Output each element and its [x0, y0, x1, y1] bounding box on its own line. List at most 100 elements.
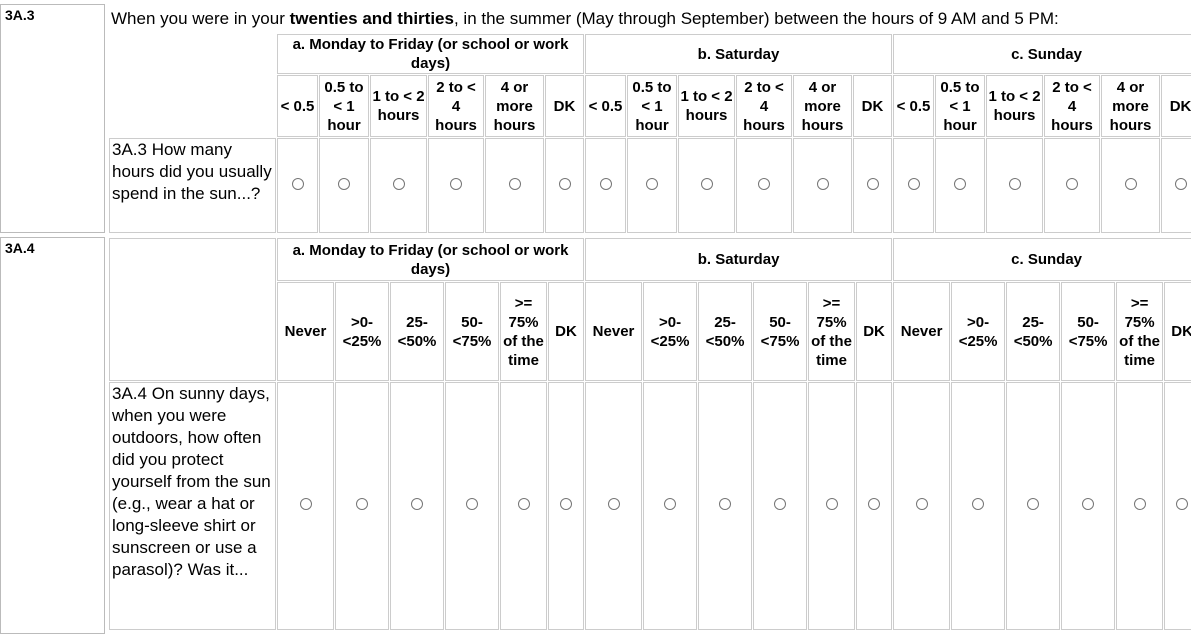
- option-header: 1 to < 2 hours: [986, 75, 1043, 137]
- radio-cell: [390, 382, 444, 630]
- radio-cell: [370, 138, 427, 233]
- option-header-row: < 0.5 0.5 to < 1 hour 1 to < 2 hours 2 to <…: [109, 75, 1191, 137]
- option-header: DK: [1164, 282, 1191, 381]
- radio-option[interactable]: [816, 177, 829, 190]
- intro-text: When you were in your twenties and thirt…: [109, 5, 1191, 33]
- radio-cell: [445, 382, 499, 630]
- radio-option[interactable]: [1174, 177, 1187, 190]
- radio-option[interactable]: [954, 177, 966, 190]
- question-block: 3A.4 a. Monday to Friday (or school or wo…: [0, 237, 1191, 634]
- radio-cell: [627, 138, 677, 233]
- radio-option[interactable]: [1066, 177, 1078, 190]
- question-row: 3A.4 On sunny days, when you were outdoo…: [109, 382, 1191, 630]
- question-id: 3A.3: [0, 4, 105, 233]
- option-header: 4 or more hours: [1101, 75, 1160, 137]
- radio-option[interactable]: [599, 177, 612, 190]
- radio-cell: [1006, 382, 1061, 630]
- radio-option[interactable]: [1027, 498, 1040, 510]
- question-block: 3A.3 When you were in your twenties and t…: [0, 4, 1191, 233]
- radio-option[interactable]: [466, 498, 478, 510]
- radio-cell: [545, 138, 584, 233]
- radio-option[interactable]: [825, 498, 838, 510]
- radio-cell: [856, 382, 893, 630]
- radio-option[interactable]: [646, 177, 658, 190]
- radio-option[interactable]: [907, 177, 920, 190]
- radio-option[interactable]: [450, 177, 462, 190]
- radio-cell: [428, 138, 484, 233]
- option-header: Never: [277, 282, 334, 381]
- radio-option[interactable]: [719, 498, 732, 510]
- radio-option[interactable]: [758, 177, 770, 190]
- intro-row: When you were in your twenties and thirt…: [109, 5, 1191, 33]
- radio-option[interactable]: [1133, 498, 1146, 510]
- radio-option[interactable]: [1008, 177, 1021, 190]
- option-header: 25-<50%: [698, 282, 753, 381]
- radio-cell: [1161, 138, 1191, 233]
- question-text: 3A.4 On sunny days, when you were outdoo…: [109, 382, 276, 630]
- option-header: 0.5 to < 1 hour: [319, 75, 369, 137]
- radio-option[interactable]: [1176, 498, 1189, 510]
- radio-option[interactable]: [338, 177, 350, 190]
- option-header: 1 to < 2 hours: [370, 75, 427, 137]
- option-header: 50-<75%: [1061, 282, 1116, 381]
- radio-cell: [585, 138, 626, 233]
- radio-cell: [335, 382, 389, 630]
- radio-option[interactable]: [291, 177, 304, 190]
- radio-option[interactable]: [560, 498, 573, 510]
- option-header: >= 75% of the time: [500, 282, 547, 381]
- option-header: 25-<50%: [1006, 282, 1061, 381]
- option-header: Never: [585, 282, 643, 381]
- radio-option[interactable]: [356, 498, 368, 510]
- group-header: a. Monday to Friday (or school or work d…: [277, 34, 584, 74]
- option-header: >0-<25%: [951, 282, 1006, 381]
- radio-option[interactable]: [1082, 498, 1095, 510]
- radio-cell: [277, 382, 334, 630]
- option-header: 2 to < 4 hours: [1044, 75, 1100, 137]
- group-header-row: a. Monday to Friday (or school or work d…: [109, 238, 1191, 381]
- radio-option[interactable]: [866, 177, 879, 190]
- radio-cell: [548, 382, 585, 630]
- radio-option[interactable]: [972, 498, 985, 510]
- option-header: DK: [853, 75, 892, 137]
- option-header: 0.5 to < 1 hour: [935, 75, 985, 137]
- option-header: < 0.5: [277, 75, 318, 137]
- radio-cell: [643, 382, 698, 630]
- option-header: >= 75% of the time: [808, 282, 856, 381]
- radio-option[interactable]: [392, 177, 405, 190]
- option-header: 4 or more hours: [485, 75, 544, 137]
- radio-cell: [1116, 382, 1164, 630]
- radio-cell: [736, 138, 792, 233]
- radio-option[interactable]: [299, 498, 312, 510]
- radio-cell: [753, 382, 808, 630]
- radio-option[interactable]: [664, 498, 677, 510]
- intro-before: When you were in your: [111, 9, 290, 28]
- question-table: a. Monday to Friday (or school or work d…: [108, 237, 1191, 631]
- question-row: 3A.3 How many hours did you usually spen…: [109, 138, 1191, 233]
- option-header: < 0.5: [893, 75, 934, 137]
- radio-cell: [793, 138, 852, 233]
- radio-option[interactable]: [700, 177, 713, 190]
- radio-cell: [678, 138, 735, 233]
- radio-cell: [893, 382, 951, 630]
- radio-cell: [485, 138, 544, 233]
- radio-option[interactable]: [411, 498, 423, 510]
- radio-option[interactable]: [508, 177, 521, 190]
- radio-cell: [893, 138, 934, 233]
- intro-after: , in the summer (May through September) …: [453, 9, 1059, 28]
- radio-option[interactable]: [915, 498, 928, 510]
- radio-option[interactable]: [607, 498, 620, 510]
- radio-option[interactable]: [558, 177, 571, 190]
- radio-option[interactable]: [1124, 177, 1137, 190]
- radio-option[interactable]: [517, 498, 530, 510]
- radio-cell: [500, 382, 547, 630]
- group-header: a. Monday to Friday (or school or work d…: [277, 238, 585, 281]
- table-body: When you were in your twenties and thirt…: [109, 5, 1191, 233]
- blank-cell: [109, 34, 276, 137]
- option-header: 4 or more hours: [793, 75, 852, 137]
- radio-cell: [853, 138, 892, 233]
- option-header: DK: [856, 282, 893, 381]
- option-header: < 0.5: [585, 75, 626, 137]
- radio-option[interactable]: [774, 498, 787, 510]
- radio-option[interactable]: [868, 498, 881, 510]
